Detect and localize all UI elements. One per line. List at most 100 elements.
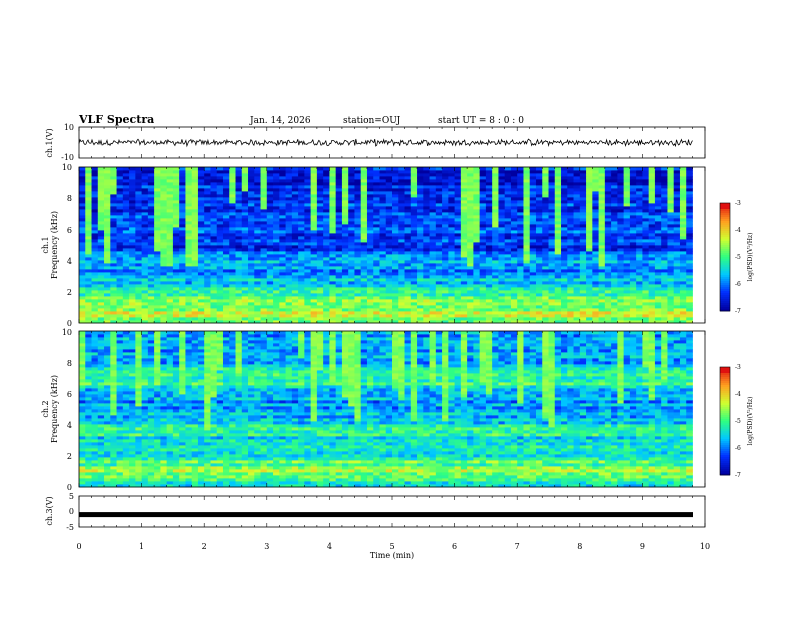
- spectrogram-cell: [104, 206, 111, 209]
- spectrogram-cell: [649, 248, 656, 251]
- spectrogram-cell: [530, 179, 537, 182]
- spectrogram-cell: [649, 212, 656, 215]
- spectrogram-cell: [273, 209, 280, 212]
- spectrogram-cell: [611, 308, 618, 311]
- spectrogram-cell: [292, 317, 299, 320]
- spectrogram-cell: [329, 221, 336, 224]
- spectrogram-cell: [223, 191, 230, 194]
- spectrogram-cell: [655, 266, 662, 269]
- spectrogram-cell: [405, 239, 412, 242]
- spectrogram-cell: [592, 185, 599, 188]
- spectrogram-cell: [630, 314, 637, 317]
- spectrogram-cell: [661, 236, 668, 239]
- spectrogram-cell: [661, 191, 668, 194]
- spectrogram-cell: [92, 230, 99, 233]
- spectrogram-cell: [442, 218, 449, 221]
- spectrogram-cell: [580, 293, 587, 296]
- spectrogram-cell: [173, 188, 180, 191]
- spectrogram-cell: [317, 257, 324, 260]
- spectrogram-cell: [624, 185, 631, 188]
- spectrogram-cell: [279, 254, 286, 257]
- spectrogram-cell: [261, 224, 268, 227]
- spectrogram-cell: [536, 188, 543, 191]
- spectrogram-cell: [179, 305, 186, 308]
- spectrogram-cell: [605, 296, 612, 299]
- spectrogram-cell: [85, 215, 92, 218]
- spectrogram-cell: [398, 302, 405, 305]
- spectrogram-cell: [398, 266, 405, 269]
- spectrogram-cell: [567, 245, 574, 248]
- spectrogram-cell: [636, 233, 643, 236]
- spectrogram-cell: [273, 233, 280, 236]
- spectrogram-cell: [461, 308, 468, 311]
- spectrogram-cell: [555, 263, 562, 266]
- spectrogram-cell: [248, 266, 255, 269]
- spectrogram-cell: [192, 290, 199, 293]
- spectrogram-cell: [517, 305, 524, 308]
- spectrogram-cell: [561, 221, 568, 224]
- spectrogram-cell: [517, 233, 524, 236]
- spectrogram-cell: [636, 185, 643, 188]
- spectrogram-cell: [148, 254, 155, 257]
- spectrogram-cell: [599, 296, 606, 299]
- spectrogram-cell: [423, 221, 430, 224]
- spectrogram-cell: [455, 218, 462, 221]
- spectrogram-cell: [586, 203, 593, 206]
- spectrogram-cell: [561, 257, 568, 260]
- spectrogram-cell: [160, 242, 167, 245]
- spectrogram-cell: [304, 278, 311, 281]
- spectrogram-cell: [210, 251, 217, 254]
- spectrogram-cell: [523, 293, 530, 296]
- spectrogram-cell: [542, 230, 549, 233]
- spectrogram-cell: [448, 227, 455, 230]
- spectrogram-cell: [148, 185, 155, 188]
- spectrogram-cell: [160, 200, 167, 203]
- spectrogram-cell: [473, 284, 480, 287]
- spectrogram-cell: [354, 272, 361, 275]
- spectrogram-cell: [286, 293, 293, 296]
- spectrogram-cell: [236, 311, 243, 314]
- spectrogram-cell: [204, 302, 211, 305]
- spectrogram-cell: [480, 278, 487, 281]
- spectrogram-cell: [373, 209, 380, 212]
- spectrogram-cell: [129, 182, 136, 185]
- spectrogram-cell: [242, 212, 249, 215]
- spectrogram-cell: [229, 263, 236, 266]
- spectrogram-cell: [586, 212, 593, 215]
- spectrogram-cell: [574, 299, 581, 302]
- spectrogram-cell: [242, 254, 249, 257]
- spectrogram-cell: [323, 221, 330, 224]
- spectrogram-cell: [442, 245, 449, 248]
- spectrogram-cell: [154, 305, 161, 308]
- spectrogram-cell: [549, 296, 556, 299]
- spectrogram-cell: [279, 314, 286, 317]
- spectrogram-cell: [217, 311, 224, 314]
- spectrogram-cell: [236, 218, 243, 221]
- spectrogram-cell: [686, 179, 693, 182]
- spectrogram-cell: [386, 308, 393, 311]
- spectrogram-cell: [555, 206, 562, 209]
- spectrogram-cell: [123, 305, 130, 308]
- spectrogram-cell: [179, 290, 186, 293]
- spectrogram-cell: [417, 212, 424, 215]
- spectrogram-cell: [142, 302, 149, 305]
- spectrogram-cell: [549, 293, 556, 296]
- spectrogram-cell: [361, 269, 368, 272]
- spectrogram-cell: [492, 203, 499, 206]
- spectrogram-cell: [179, 293, 186, 296]
- spectrogram-cell: [236, 179, 243, 182]
- spectrogram-cell: [179, 281, 186, 284]
- spectrogram-cell: [511, 284, 518, 287]
- spectrogram-cell: [223, 248, 230, 251]
- spectrogram-cell: [104, 248, 111, 251]
- spectrogram-cell: [173, 197, 180, 200]
- spectrogram-cell: [667, 308, 674, 311]
- spectrogram-cell: [267, 203, 274, 206]
- spectrogram-cell: [160, 248, 167, 251]
- spectrogram-cell: [674, 317, 681, 320]
- spectrogram-cell: [336, 200, 343, 203]
- spectrogram-cell: [223, 275, 230, 278]
- spectrogram-cell: [605, 185, 612, 188]
- spectrogram-cell: [448, 221, 455, 224]
- spectrogram-cell: [492, 311, 499, 314]
